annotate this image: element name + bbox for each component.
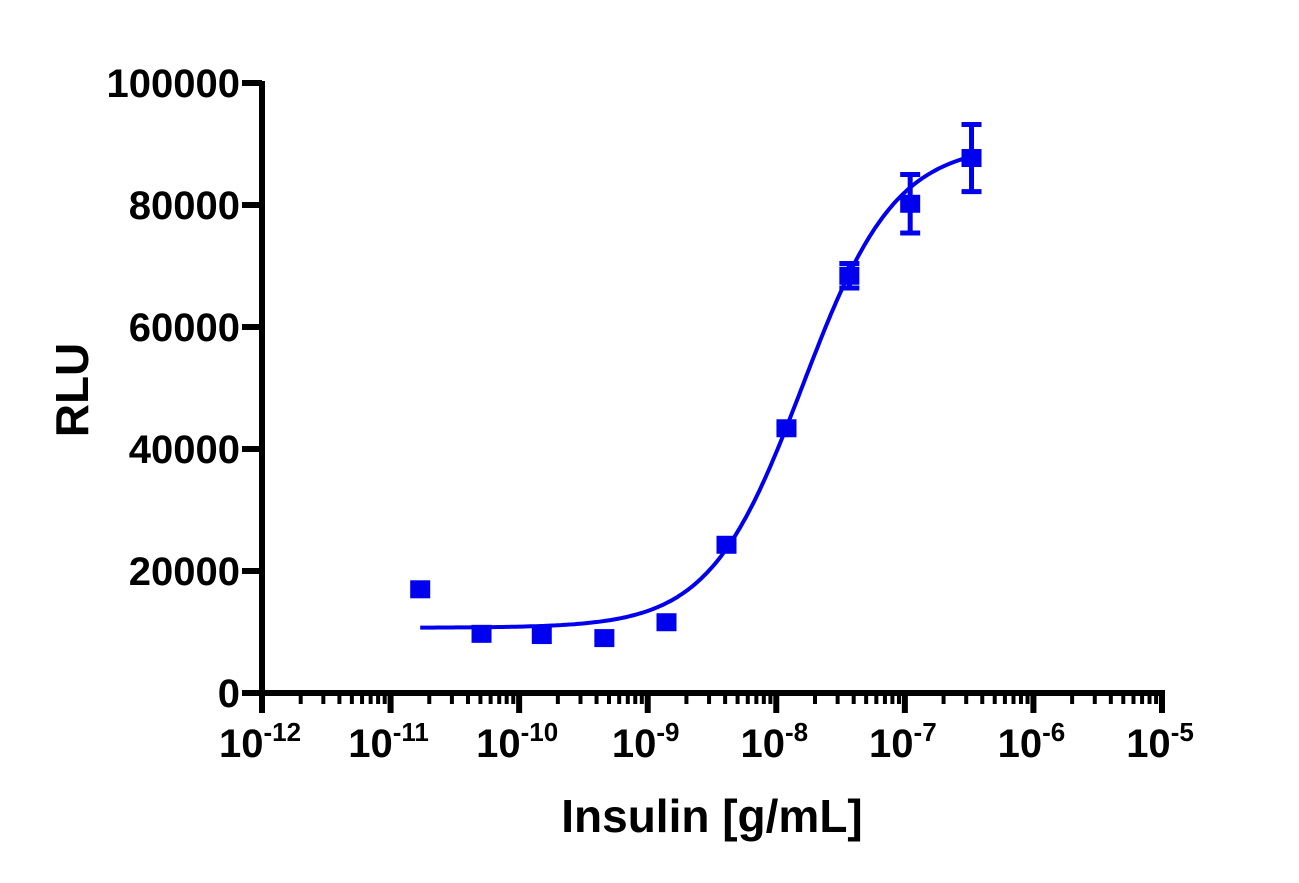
data-point bbox=[716, 535, 737, 554]
x-tick-label: 10-7 bbox=[869, 717, 937, 766]
x-tick-label: 10-8 bbox=[740, 717, 808, 766]
data-point bbox=[594, 629, 615, 648]
y-tick-label: 0 bbox=[218, 672, 240, 716]
y-tick-label: 60000 bbox=[129, 306, 240, 350]
data-point bbox=[900, 194, 921, 213]
y-tick-label: 100000 bbox=[107, 62, 240, 106]
data-point bbox=[656, 613, 677, 632]
x-tick-label: 10-10 bbox=[476, 717, 558, 766]
data-point bbox=[410, 580, 431, 599]
y-tick-label: 80000 bbox=[129, 184, 240, 228]
axes bbox=[259, 81, 1165, 696]
data-point bbox=[776, 419, 797, 438]
x-tick-label: 10-9 bbox=[612, 717, 680, 766]
y-axis-label: RLU bbox=[46, 343, 98, 438]
x-tick-label: 10-5 bbox=[1126, 717, 1194, 766]
y-tick-label: 20000 bbox=[129, 550, 240, 594]
x-axis-label: Insulin [g/mL] bbox=[561, 790, 863, 842]
data-point bbox=[531, 626, 552, 645]
fit-curve bbox=[420, 154, 973, 630]
data-point bbox=[839, 266, 860, 285]
data-points bbox=[410, 121, 982, 648]
y-tick-label: 40000 bbox=[129, 428, 240, 472]
data-point bbox=[961, 149, 982, 168]
ticks: 0 20000 40000 60000 80000 100000 10-12 10-11 10-… bbox=[107, 62, 1194, 766]
data-point bbox=[471, 624, 492, 643]
x-tick-label: 10-6 bbox=[998, 717, 1066, 766]
x-tick-label: 10-12 bbox=[219, 717, 301, 766]
x-tick-label: 10-11 bbox=[348, 717, 429, 766]
